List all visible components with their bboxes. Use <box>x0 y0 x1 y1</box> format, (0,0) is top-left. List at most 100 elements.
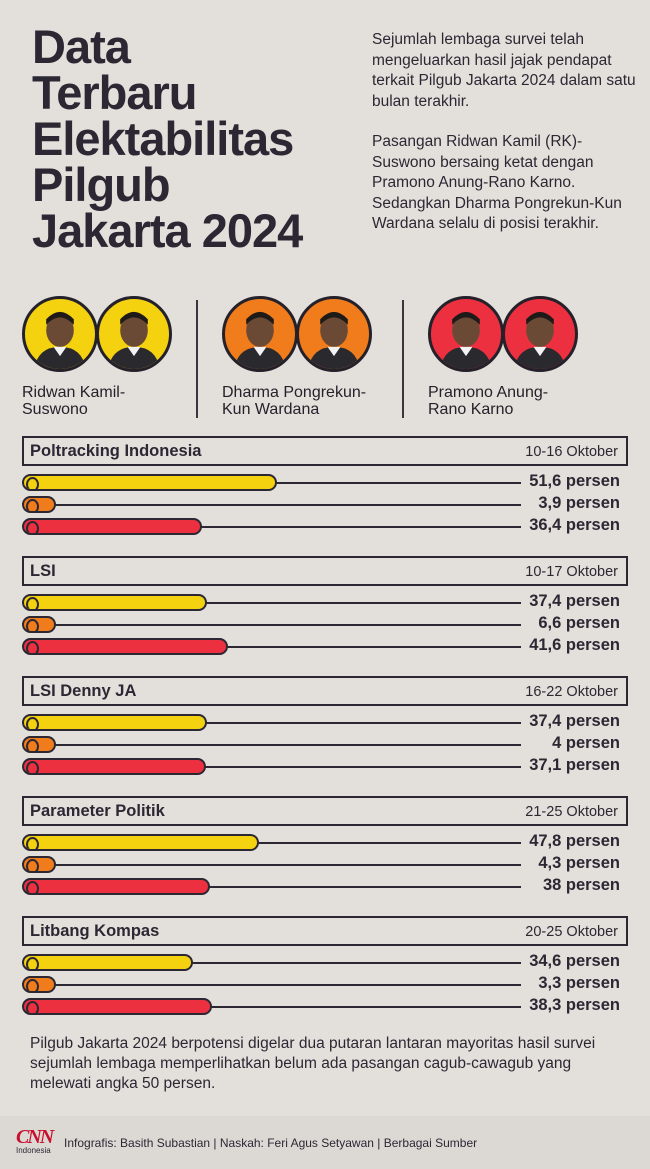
candidate-photo <box>296 296 372 372</box>
survey-block: LSI 10-17 Oktober 37,4 persen 6,6 persen 41,… <box>22 556 628 657</box>
credits-text: Infografis: Basith Subastian | Naskah: F… <box>64 1136 478 1150</box>
credit-bar: CNN Indonesia Infografis: Basith Subasti… <box>0 1116 650 1169</box>
bar-mark <box>22 976 56 993</box>
bar-mark <box>22 758 206 775</box>
survey-block: Parameter Politik 21-25 Oktober 47,8 perse… <box>22 796 628 897</box>
candidate-photo <box>502 296 578 372</box>
bar-row: 34,6 persen <box>22 951 628 973</box>
bar-mark <box>22 998 212 1015</box>
candidate-dharma-kun: Dharma Pongrekun- Kun Wardana <box>222 296 412 418</box>
bar-track <box>26 744 521 746</box>
bar-value-label: 36,4 persen <box>529 516 620 534</box>
person-icon <box>308 311 360 369</box>
survey-block: Poltracking Indonesia 10-16 Oktober 51,6 p… <box>22 436 628 537</box>
candidate-pramono-rano: Pramono Anung- Rano Karno <box>428 296 618 418</box>
survey-header: LSI 10-17 Oktober <box>22 556 628 586</box>
bar-value-label: 47,8 persen <box>529 832 620 850</box>
bar-row: 37,4 persen <box>22 591 628 613</box>
bar-row: 4 persen <box>22 733 628 755</box>
person-icon <box>514 311 566 369</box>
bar-mark <box>22 474 278 491</box>
bar-mark <box>22 638 228 655</box>
candidate-photo <box>428 296 504 372</box>
person-icon <box>234 311 286 369</box>
bar-row: 37,1 persen <box>22 755 628 777</box>
survey-block: LSI Denny JA 16-22 Oktober 37,4 persen 4 pe… <box>22 676 628 777</box>
bar-mark <box>22 518 203 535</box>
bar-row: 36,4 persen <box>22 515 628 537</box>
bar-track <box>26 722 521 724</box>
bar-value-label: 41,6 persen <box>529 636 620 654</box>
survey-header: Parameter Politik 21-25 Oktober <box>22 796 628 826</box>
survey-date: 10-17 Oktober <box>525 564 618 580</box>
title-line: Data <box>32 20 131 73</box>
survey-header: Poltracking Indonesia 10-16 Oktober <box>22 436 628 466</box>
bar-track <box>26 602 521 604</box>
bar-value-label: 51,6 persen <box>529 472 620 490</box>
candidate-ridwan-suswono: Ridwan Kamil- Suswono <box>22 296 212 418</box>
bar-row: 38,3 persen <box>22 995 628 1017</box>
footer-text: Pilgub Jakarta 2024 berpotensi digelar d… <box>30 1035 596 1092</box>
divider <box>196 300 198 418</box>
bar-mark <box>22 856 56 873</box>
person-icon <box>34 311 86 369</box>
survey-block: Litbang Kompas 20-25 Oktober 34,6 persen 3,… <box>22 916 628 1017</box>
survey-name: Parameter Politik <box>30 802 165 820</box>
bar-value-label: 3,3 persen <box>538 974 620 992</box>
bar-value-label: 6,6 persen <box>538 614 620 632</box>
bar-value-label: 4,3 persen <box>538 854 620 872</box>
candidate-photo <box>96 296 172 372</box>
survey-name: LSI Denny JA <box>30 682 137 700</box>
bar-value-label: 37,4 persen <box>529 712 620 730</box>
person-icon <box>440 311 492 369</box>
candidate-photo <box>22 296 98 372</box>
survey-date: 10-16 Oktober <box>525 444 618 460</box>
bar-row: 41,6 persen <box>22 635 628 657</box>
bar-track <box>26 646 521 648</box>
bar-value-label: 38 persen <box>542 876 620 894</box>
bar-value-label: 3,9 persen <box>538 494 620 512</box>
bar-row: 38 persen <box>22 875 628 897</box>
bar-value-label: 37,4 persen <box>529 592 620 610</box>
survey-name: LSI <box>30 562 56 580</box>
survey-header: Litbang Kompas 20-25 Oktober <box>22 916 628 946</box>
intro-paragraph: Pasangan Ridwan Kamil (RK)-Suswono bersa… <box>372 133 622 232</box>
bar-track <box>26 624 521 626</box>
page-title: Data Terbaru Elektabilitas Pilgub Jakart… <box>32 20 362 257</box>
bar-mark <box>22 594 208 611</box>
bar-row: 4,3 persen <box>22 853 628 875</box>
bar-value-label: 4 persen <box>552 734 620 752</box>
divider <box>402 300 404 418</box>
survey-date: 16-22 Oktober <box>525 684 618 700</box>
intro-text: Sejumlah lembaga survei telah mengeluark… <box>372 30 637 255</box>
survey-name: Poltracking Indonesia <box>30 442 202 460</box>
intro-paragraph: Sejumlah lembaga survei telah mengeluark… <box>372 31 636 110</box>
survey-date: 20-25 Oktober <box>525 924 618 940</box>
person-icon <box>108 311 160 369</box>
candidate-name: Ridwan Kamil- Suswono <box>22 384 126 418</box>
bar-track <box>26 1006 521 1008</box>
title-line: Elektabilitas <box>32 112 294 165</box>
bar-mark <box>22 878 211 895</box>
title-line: Jakarta 2024 <box>32 204 303 257</box>
bar-track <box>26 766 521 768</box>
bar-track <box>26 526 521 528</box>
bar-row: 6,6 persen <box>22 613 628 635</box>
candidate-row: Ridwan Kamil- Suswono Dharma Pongrekun- … <box>0 296 650 426</box>
bar-track <box>26 984 521 986</box>
bar-value-label: 34,6 persen <box>529 952 620 970</box>
bar-value-label: 38,3 persen <box>529 996 620 1014</box>
bar-mark <box>22 714 208 731</box>
survey-name: Litbang Kompas <box>30 922 160 940</box>
bar-row: 47,8 persen <box>22 831 628 853</box>
candidate-photo <box>222 296 298 372</box>
bar-row: 3,9 persen <box>22 493 628 515</box>
bar-track <box>26 864 521 866</box>
bar-row: 51,6 persen <box>22 471 628 493</box>
title-line: Terbaru <box>32 66 198 119</box>
bar-track <box>26 886 521 888</box>
bar-track <box>26 962 521 964</box>
bar-mark <box>22 496 56 513</box>
bar-track <box>26 842 521 844</box>
bar-mark <box>22 736 56 753</box>
